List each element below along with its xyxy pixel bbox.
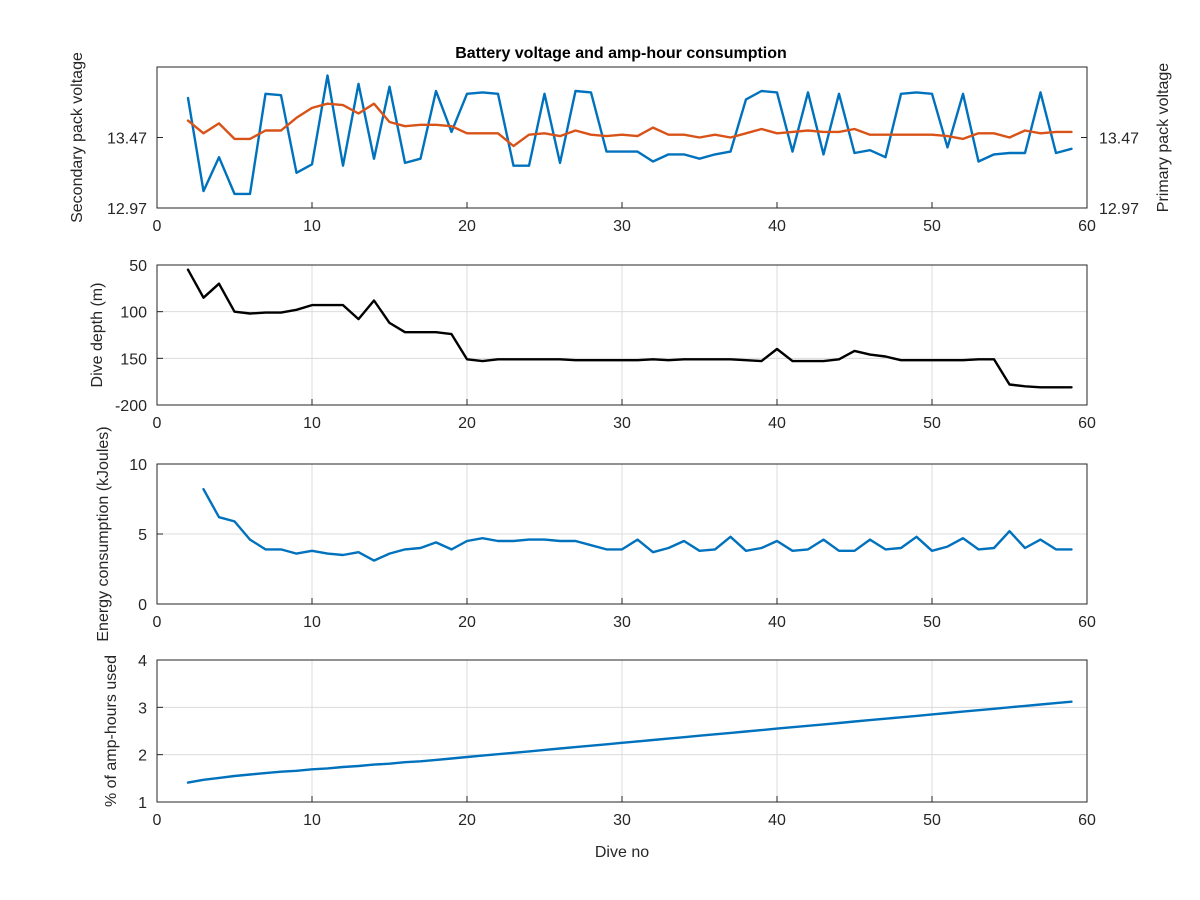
y-tick-label: 1 bbox=[138, 795, 147, 812]
chart-title: Battery voltage and amp-hour consumption bbox=[455, 45, 787, 62]
x-tick-label: 60 bbox=[1078, 614, 1096, 631]
y-tick-label: 50 bbox=[129, 258, 147, 275]
x-tick-label: 30 bbox=[613, 614, 631, 631]
x-tick-label: 30 bbox=[613, 415, 631, 432]
y-tick-label: 5 bbox=[138, 527, 147, 544]
x-axis-label: Dive no bbox=[595, 844, 649, 861]
x-tick-label: 10 bbox=[303, 812, 321, 829]
y-axis-label: % of amp-hours used bbox=[103, 655, 120, 807]
x-tick-label: 50 bbox=[923, 415, 941, 432]
y-axis-label: Secondary pack voltage bbox=[69, 52, 86, 223]
y-tick-label: 2 bbox=[138, 748, 147, 765]
y-axis-label: Primary pack voltage bbox=[1155, 63, 1172, 212]
y-tick-label: 10 bbox=[129, 457, 147, 474]
x-tick-label: 0 bbox=[153, 415, 162, 432]
x-tick-label: 50 bbox=[923, 812, 941, 829]
x-tick-label: 50 bbox=[923, 218, 941, 235]
y-tick-label: 12.97 bbox=[1099, 201, 1139, 218]
x-tick-label: 20 bbox=[458, 812, 476, 829]
panel-3: 0 10 20 30 40 50 60 0 5 10 Energy consumption (kJo… bbox=[95, 426, 1096, 641]
series-line-1 bbox=[186, 74, 1073, 196]
x-tick-label: 0 bbox=[153, 812, 162, 829]
y-tick-label: 13.47 bbox=[1099, 131, 1139, 148]
y-tick-label: 4 bbox=[138, 653, 147, 670]
x-tick-label: 20 bbox=[458, 218, 476, 235]
y-tick-label: -200 bbox=[115, 398, 147, 415]
series-line-1 bbox=[202, 488, 1073, 562]
y-tick-label: 0 bbox=[138, 597, 147, 614]
x-tick-label: 40 bbox=[768, 614, 786, 631]
x-tick-label: 0 bbox=[153, 614, 162, 631]
y-tick-label: 12.97 bbox=[107, 201, 147, 218]
x-tick-label: 50 bbox=[923, 614, 941, 631]
x-tick-label: 30 bbox=[613, 218, 631, 235]
y-tick-label: 13.47 bbox=[107, 131, 147, 148]
x-tick-label: 10 bbox=[303, 218, 321, 235]
x-tick-label: 40 bbox=[768, 415, 786, 432]
y-tick-label: 150 bbox=[120, 351, 147, 368]
y-axis-label: Energy consumption (kJoules) bbox=[95, 426, 112, 641]
y-tick-label: 3 bbox=[138, 700, 147, 717]
x-tick-label: 20 bbox=[458, 415, 476, 432]
x-tick-label: 10 bbox=[303, 614, 321, 631]
x-tick-label: 10 bbox=[303, 415, 321, 432]
x-tick-label: 60 bbox=[1078, 812, 1096, 829]
x-tick-label: 30 bbox=[613, 812, 631, 829]
series-line-2 bbox=[186, 102, 1073, 148]
x-tick-label: 60 bbox=[1078, 415, 1096, 432]
y-tick-label: 100 bbox=[120, 305, 147, 322]
x-tick-label: 20 bbox=[458, 614, 476, 631]
x-tick-label: 0 bbox=[153, 218, 162, 235]
x-tick-label: 40 bbox=[768, 218, 786, 235]
y-axis-label: Dive depth (m) bbox=[89, 283, 106, 388]
x-tick-label: 60 bbox=[1078, 218, 1096, 235]
panel-4: 0 10 20 30 40 50 60 1 2 3 4 % of amp-hours used Dive… bbox=[103, 653, 1096, 861]
series-line-1 bbox=[186, 268, 1073, 389]
x-tick-label: 40 bbox=[768, 812, 786, 829]
panel-2: 0 10 20 30 40 50 60 50 100 150 -200 Dive depth (m) bbox=[89, 258, 1096, 432]
series-line-1 bbox=[186, 700, 1073, 784]
